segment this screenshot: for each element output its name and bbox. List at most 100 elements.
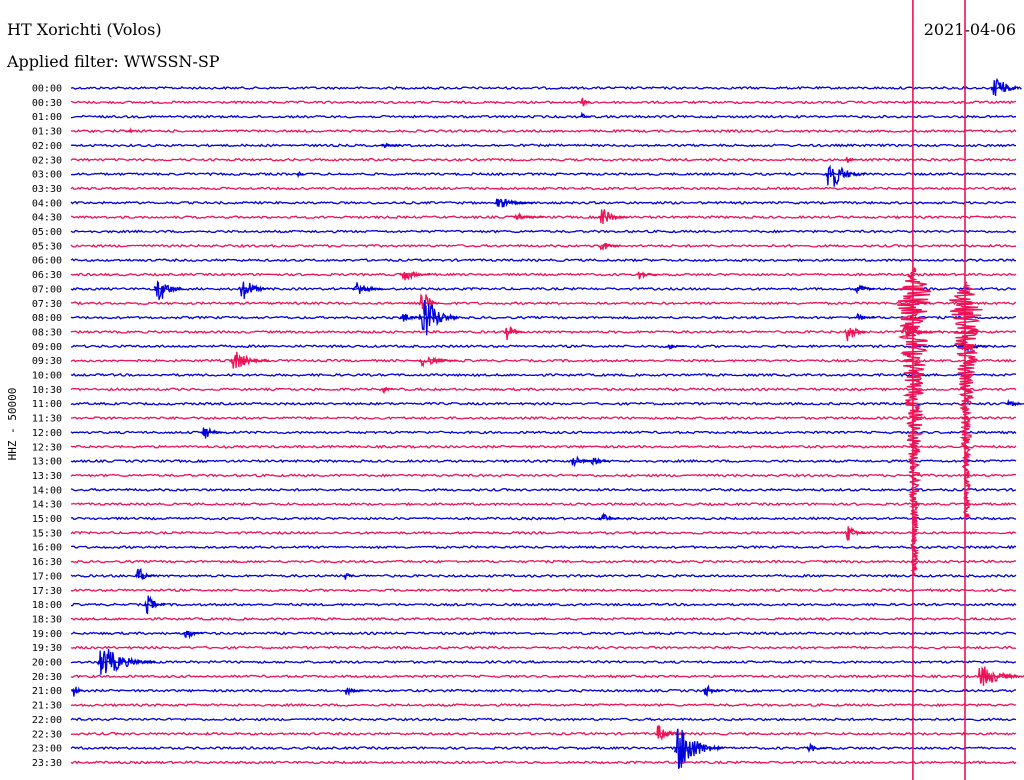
chart-date: 2021-04-06 xyxy=(924,20,1016,39)
trace-row-2030 xyxy=(70,674,1017,679)
event-7 xyxy=(295,171,304,179)
row-label-0600: 06:00 xyxy=(32,256,62,267)
event-12 xyxy=(399,271,431,281)
trace-row-1730 xyxy=(70,588,1017,593)
seismic-traces xyxy=(70,85,1017,765)
row-label-0000: 00:00 xyxy=(32,84,62,95)
trace-row-2100 xyxy=(70,688,1017,693)
event-33 xyxy=(588,456,610,466)
trace-row-0230 xyxy=(70,157,1017,162)
mainshock-0 xyxy=(897,267,932,577)
event-16 xyxy=(352,282,383,294)
event-43 xyxy=(343,687,364,697)
row-label-0500: 05:00 xyxy=(32,227,62,238)
chart-subtitle: Applied filter: WWSSN-SP xyxy=(6,52,220,71)
trace-row-1530 xyxy=(70,530,1017,535)
event-31 xyxy=(200,426,222,439)
event-39 xyxy=(182,630,204,640)
row-label-1000: 10:00 xyxy=(32,371,62,382)
event-6 xyxy=(825,164,866,187)
row-label-1800: 18:00 xyxy=(32,600,62,611)
y-axis-label: HHZ - 50000 xyxy=(6,388,19,461)
event-15 xyxy=(238,281,270,299)
event-8 xyxy=(494,198,535,208)
trace-row-0200 xyxy=(70,143,1016,148)
trace-row-1830 xyxy=(71,616,1017,622)
event-3 xyxy=(125,126,137,134)
row-label-0330: 03:30 xyxy=(32,184,62,195)
trace-row-0300 xyxy=(70,172,1017,177)
event-30 xyxy=(1005,398,1024,407)
event-23 xyxy=(844,327,866,342)
row-label-0430: 04:30 xyxy=(32,213,62,224)
row-label-2330: 23:30 xyxy=(32,758,62,769)
trace-row-0830 xyxy=(70,329,1017,334)
event-1 xyxy=(579,97,592,107)
event-46 xyxy=(673,728,724,770)
trace-row-0730 xyxy=(70,301,1017,306)
chart-title: HT Xorichti (Volos) xyxy=(7,20,162,39)
event-17 xyxy=(853,283,875,295)
trace-row-1330 xyxy=(70,473,1017,478)
row-label-0230: 02:30 xyxy=(32,155,62,166)
row-label-0900: 09:00 xyxy=(32,342,62,353)
trace-row-1230 xyxy=(70,444,1017,449)
event-2 xyxy=(579,111,592,119)
row-label-0730: 07:30 xyxy=(32,299,62,310)
row-label-1430: 14:30 xyxy=(32,500,62,511)
row-label-1830: 18:30 xyxy=(32,614,62,625)
trace-row-0600 xyxy=(70,258,1017,263)
event-45 xyxy=(655,724,686,742)
row-label-0700: 07:00 xyxy=(32,284,62,295)
event-13 xyxy=(636,271,657,280)
trace-row-1400 xyxy=(70,487,1017,492)
event-0 xyxy=(990,77,1022,96)
row-label-1100: 11:00 xyxy=(32,399,62,410)
trace-row-2000 xyxy=(70,659,1017,665)
trace-row-1200 xyxy=(70,430,1017,435)
trace-row-1700 xyxy=(70,573,1017,579)
event-29 xyxy=(381,386,393,394)
trace-row-0030 xyxy=(70,100,1017,105)
row-label-2000: 20:00 xyxy=(32,658,62,669)
event-41 xyxy=(976,665,1024,686)
row-labels: 00:00 00:30 01:00 01:30 02:00 02:30 03:00 03:30… xyxy=(32,84,62,769)
row-label-0300: 03:00 xyxy=(32,170,62,181)
event-28 xyxy=(418,356,459,368)
row-label-1730: 17:30 xyxy=(32,586,62,597)
event-27 xyxy=(229,351,270,369)
trace-row-0100 xyxy=(70,114,1016,119)
trace-row-0430 xyxy=(70,214,1017,220)
row-label-2200: 22:00 xyxy=(32,715,62,726)
trace-row-1130 xyxy=(70,415,1016,421)
trace-row-0130 xyxy=(70,128,1017,134)
event-22 xyxy=(503,326,525,340)
row-label-1600: 16:00 xyxy=(32,543,62,554)
trace-row-0500 xyxy=(70,229,1017,234)
trace-row-1000 xyxy=(70,372,1017,378)
row-label-1400: 14:00 xyxy=(32,485,62,496)
trace-row-1430 xyxy=(70,501,1017,507)
trace-row-1030 xyxy=(70,387,1017,392)
trace-row-1900 xyxy=(70,631,1017,636)
event-38 xyxy=(144,595,166,615)
trace-row-1600 xyxy=(70,545,1017,550)
row-label-2230: 22:30 xyxy=(32,729,62,740)
row-label-1330: 13:30 xyxy=(32,471,62,482)
trace-row-0930 xyxy=(70,358,1017,363)
row-label-1930: 19:30 xyxy=(32,643,62,654)
row-label-0630: 06:30 xyxy=(32,270,62,281)
row-label-1130: 11:30 xyxy=(32,414,62,425)
event-20 xyxy=(399,313,421,322)
event-4 xyxy=(380,142,402,149)
row-label-2300: 23:00 xyxy=(32,744,62,755)
row-label-1700: 17:00 xyxy=(32,571,62,582)
event-5 xyxy=(844,156,856,163)
trace-row-0900 xyxy=(70,344,1017,349)
trace-row-0530 xyxy=(70,243,1017,248)
event-44 xyxy=(702,684,724,697)
trace-row-1800 xyxy=(71,602,1017,607)
event-9 xyxy=(598,209,629,224)
event-42 xyxy=(71,686,84,697)
